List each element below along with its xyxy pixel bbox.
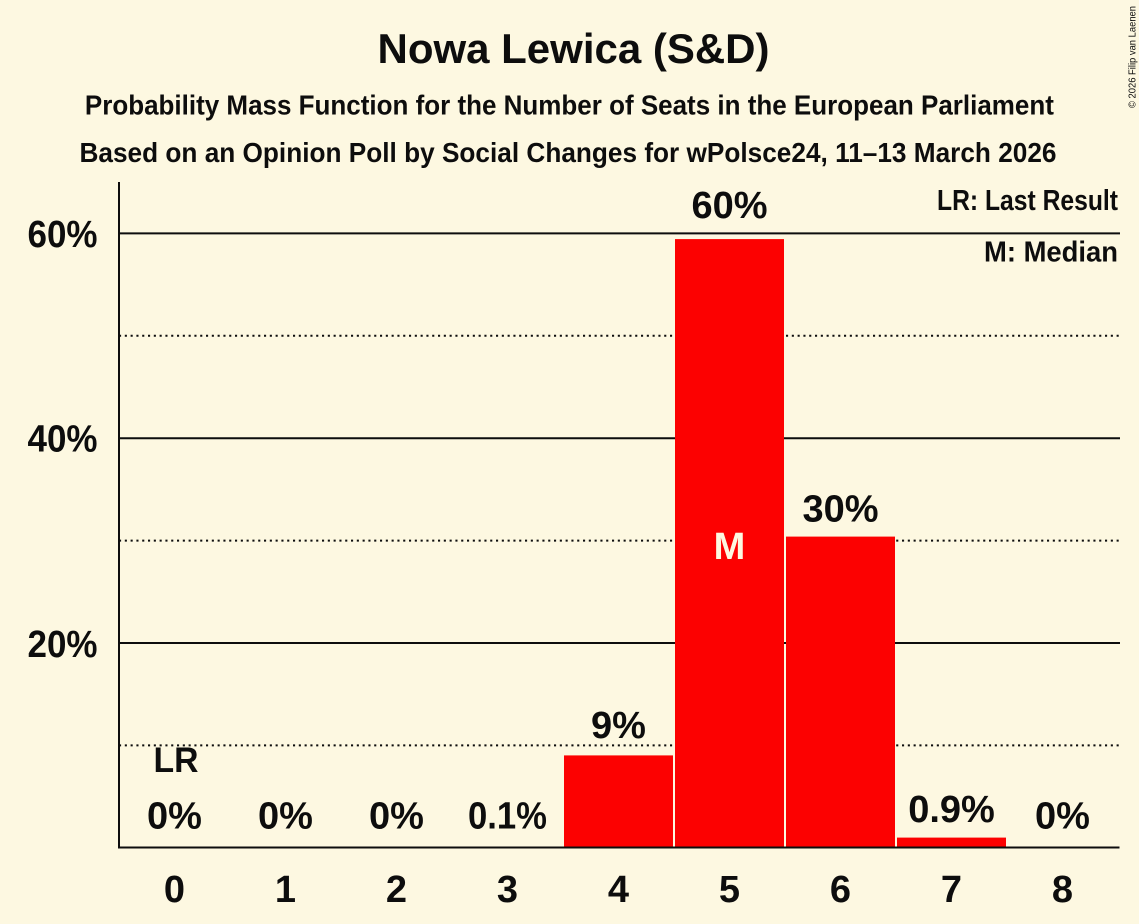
svg-text:3: 3 [497,869,518,911]
svg-text:0: 0 [164,869,185,911]
svg-text:5: 5 [719,869,740,911]
svg-text:LR: LR [154,741,199,780]
svg-text:0.1%: 0.1% [468,796,547,838]
svg-text:9%: 9% [591,705,646,747]
svg-text:6: 6 [830,869,851,911]
svg-text:M: M [714,526,746,568]
svg-text:7: 7 [941,869,962,911]
svg-text:60%: 60% [691,185,767,227]
svg-text:0.9%: 0.9% [908,789,995,831]
svg-text:0%: 0% [369,796,424,838]
svg-text:LR: Last Result: LR: Last Result [937,185,1118,217]
svg-text:© 2026 Filip van Laenen: © 2026 Filip van Laenen [1128,6,1139,108]
svg-text:0%: 0% [1035,796,1090,838]
svg-text:0%: 0% [147,796,202,838]
svg-text:20%: 20% [28,624,98,666]
svg-text:30%: 30% [802,489,878,531]
svg-text:4: 4 [608,869,629,911]
svg-text:0%: 0% [258,796,313,838]
svg-text:2: 2 [386,869,407,911]
svg-text:40%: 40% [28,419,98,461]
svg-text:60%: 60% [28,214,98,256]
svg-text:Nowa Lewica (S&D): Nowa Lewica (S&D) [378,25,770,72]
svg-text:8: 8 [1052,869,1073,911]
svg-text:Probability Mass Function for: Probability Mass Function for the Number… [85,90,1054,121]
svg-text:M: Median: M: Median [984,237,1118,269]
svg-text:1: 1 [275,869,296,911]
svg-text:Based on an Opinion Poll by So: Based on an Opinion Poll by Social Chang… [80,137,1057,168]
